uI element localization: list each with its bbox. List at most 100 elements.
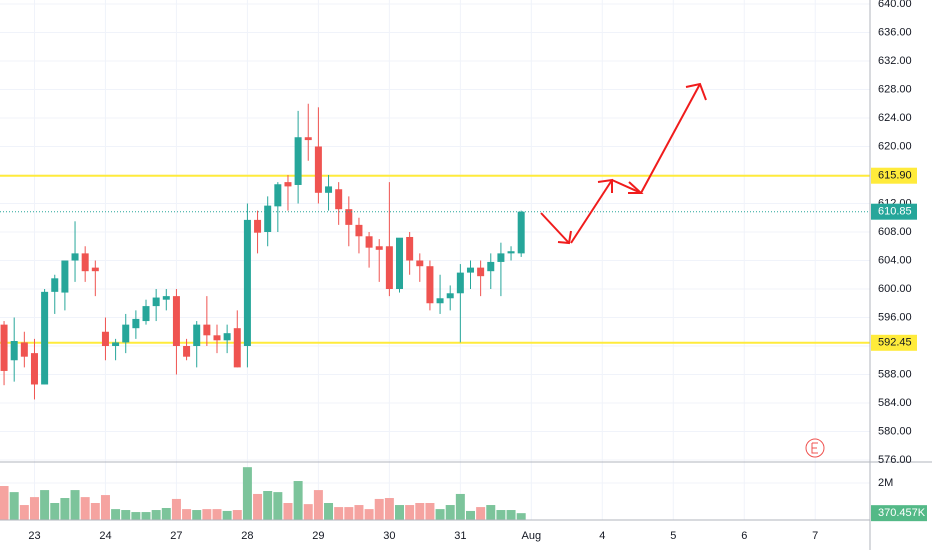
candle-body bbox=[456, 272, 464, 294]
candle-body bbox=[81, 253, 89, 272]
earnings-icon bbox=[805, 438, 825, 458]
y-tick-label: 580.00 bbox=[878, 425, 912, 437]
candle-body bbox=[132, 318, 140, 329]
candle-body bbox=[294, 137, 302, 185]
candle-body bbox=[304, 137, 312, 141]
candle-body bbox=[162, 296, 170, 300]
volume-bar bbox=[476, 507, 486, 520]
volume-bar bbox=[232, 510, 242, 520]
candle-body bbox=[416, 260, 424, 267]
volume-bar bbox=[19, 505, 29, 520]
volume-bar bbox=[50, 503, 60, 520]
arrow-head bbox=[685, 82, 707, 101]
y-tick-label: 620.00 bbox=[878, 140, 912, 152]
candle-body bbox=[203, 324, 211, 336]
volume-bar bbox=[100, 495, 110, 520]
candle-body bbox=[20, 342, 28, 357]
volume-bar bbox=[171, 498, 181, 520]
y-tick-label: 628.00 bbox=[878, 83, 912, 95]
volume-bar bbox=[222, 510, 232, 520]
volume-tick-label: 2M bbox=[878, 477, 893, 489]
candle-body bbox=[112, 342, 120, 347]
candle-body bbox=[274, 184, 282, 207]
arrow bbox=[570, 179, 613, 244]
volume-bar bbox=[9, 492, 19, 520]
volume-bar bbox=[212, 509, 222, 520]
y-tick-label: 632.00 bbox=[878, 55, 912, 67]
candle-body bbox=[355, 224, 363, 237]
candle-body bbox=[406, 236, 414, 261]
y-tick-label: 588.00 bbox=[878, 368, 912, 380]
y-tick-label: 600.00 bbox=[878, 283, 912, 295]
volume-bar bbox=[395, 505, 405, 520]
plot bbox=[0, 103, 870, 520]
candle-body bbox=[213, 335, 221, 341]
candle-body bbox=[284, 182, 292, 187]
candle-body bbox=[61, 260, 69, 293]
candle-body bbox=[497, 253, 505, 262]
arrow bbox=[611, 179, 642, 194]
y-tick-label: 584.00 bbox=[878, 397, 912, 409]
candle-body bbox=[466, 267, 474, 273]
candle-body bbox=[477, 267, 485, 277]
last-price-label: 610.85 bbox=[878, 206, 912, 218]
x-tick-label: 24 bbox=[99, 530, 111, 542]
x-tick-label: 4 bbox=[599, 530, 605, 542]
candle-body bbox=[172, 296, 180, 347]
volume-bar bbox=[192, 510, 202, 520]
candle-body bbox=[30, 353, 38, 385]
volume-last-label: 370.457K bbox=[878, 507, 926, 519]
candle-body bbox=[345, 209, 353, 225]
x-tick-label: 28 bbox=[241, 530, 253, 542]
volume-bar bbox=[516, 513, 526, 520]
x-tick-label: Aug bbox=[522, 530, 542, 542]
candle-body bbox=[335, 189, 343, 210]
candle-body bbox=[233, 328, 241, 368]
volume-bar bbox=[202, 509, 212, 520]
volume-bar bbox=[131, 512, 141, 520]
volume-bar bbox=[374, 498, 384, 520]
candle-body bbox=[152, 297, 160, 307]
level-label-box bbox=[871, 167, 917, 184]
candle-body bbox=[142, 306, 150, 322]
earnings-glyph bbox=[811, 442, 818, 454]
x-tick-label: 7 bbox=[812, 530, 818, 542]
level-label: 615.90 bbox=[878, 170, 912, 182]
volume-bar bbox=[465, 510, 475, 520]
volume-bar bbox=[364, 509, 374, 520]
last-price-box bbox=[871, 203, 917, 220]
candle-body bbox=[71, 253, 79, 261]
volume-bar bbox=[324, 503, 334, 520]
arrow bbox=[640, 83, 701, 194]
candle-body bbox=[41, 291, 49, 385]
candle-body bbox=[365, 236, 373, 248]
volume-bar bbox=[506, 510, 516, 520]
y-tick-label: 576.00 bbox=[878, 454, 912, 466]
candle-body bbox=[487, 261, 495, 272]
volume-bar bbox=[60, 498, 70, 520]
candle-body bbox=[254, 219, 262, 233]
volume-bar bbox=[182, 509, 192, 520]
candle-body bbox=[183, 346, 191, 357]
candle-body bbox=[10, 341, 18, 361]
volume-bar bbox=[435, 509, 445, 520]
arrow bbox=[540, 212, 570, 244]
axis-labels: 576.00580.00584.00588.00592.00596.00600.… bbox=[28, 0, 927, 542]
volume-bar bbox=[313, 490, 323, 520]
y-tick-label: 640.00 bbox=[878, 0, 912, 10]
x-tick-label: 6 bbox=[741, 530, 747, 542]
y-tick-label: 636.00 bbox=[878, 26, 912, 38]
volume-bar bbox=[111, 509, 121, 520]
volume-bar bbox=[354, 505, 364, 520]
candle-body bbox=[517, 211, 525, 254]
y-tick-label: 624.00 bbox=[878, 112, 912, 124]
y-tick-label: 596.00 bbox=[878, 311, 912, 323]
y-tick-label: 604.00 bbox=[878, 254, 912, 266]
volume-bar bbox=[486, 505, 496, 520]
volume-bar bbox=[70, 490, 80, 520]
volume-bar bbox=[273, 492, 283, 520]
candle-body bbox=[436, 298, 444, 304]
volume-bar bbox=[253, 493, 263, 520]
